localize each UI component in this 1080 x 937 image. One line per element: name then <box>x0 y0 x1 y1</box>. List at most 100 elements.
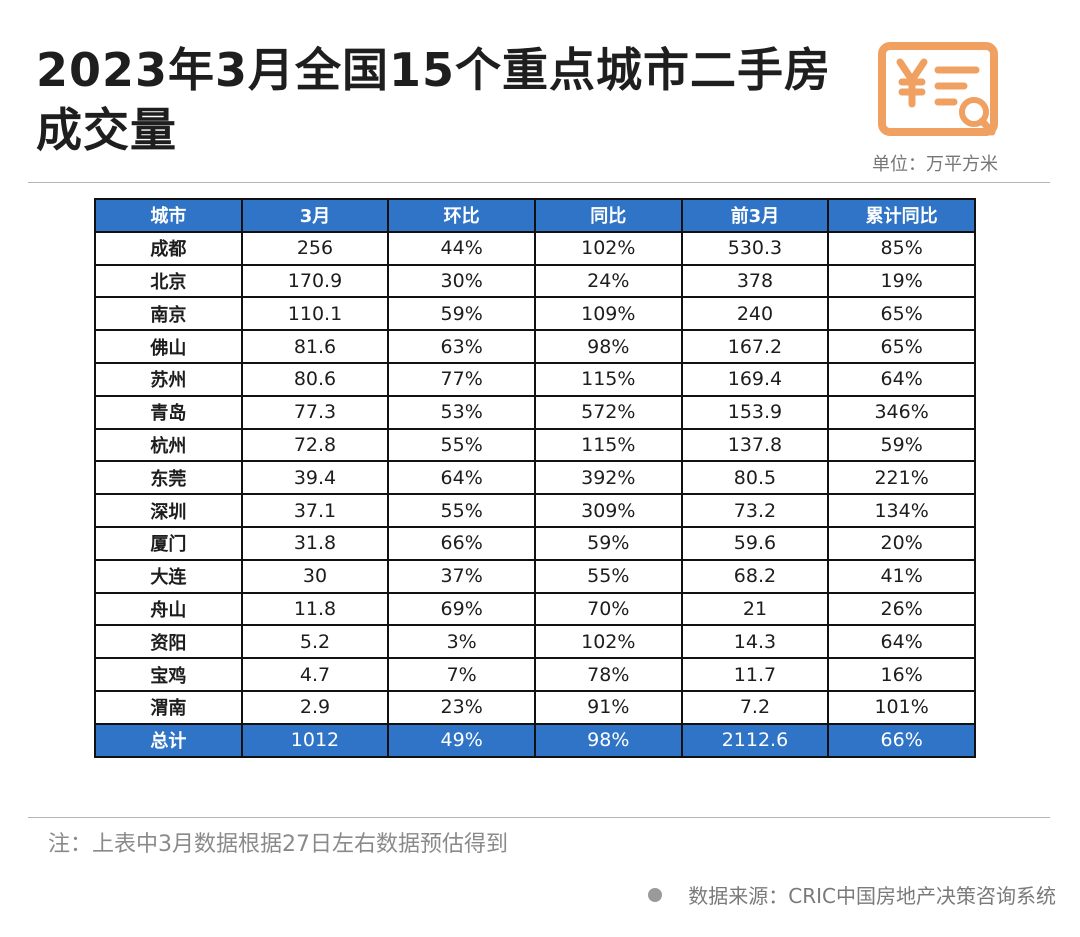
table-total-row: 总计 1012 49% 98% 2112.6 66% <box>94 722 976 758</box>
cell-mom: 44% <box>387 230 536 266</box>
table-row: 苏州 80.6 77% 115% 169.4 64% <box>94 361 976 397</box>
table-row: 宝鸡 4.7 7% 78% 11.7 16% <box>94 657 976 692</box>
cell-mom: 3% <box>387 624 536 660</box>
cell-yoy: 102% <box>533 624 683 660</box>
cell-city: 杭州 <box>94 427 243 463</box>
cell-city: 南京 <box>94 296 243 332</box>
cell-march: 72.8 <box>240 427 390 463</box>
cell-mom: 63% <box>387 329 536 364</box>
cell-q1: 7.2 <box>680 689 830 725</box>
bottom-divider <box>28 817 1050 818</box>
total-cumulative-yoy: 66% <box>827 722 976 758</box>
table-row: 厦门 31.8 66% 59% 59.6 20% <box>94 525 976 561</box>
cell-mom: 66% <box>387 525 536 561</box>
total-mom: 49% <box>387 722 536 758</box>
cell-q1: 11.7 <box>680 657 830 692</box>
cell-q1: 530.3 <box>680 230 830 266</box>
cell-yoy: 70% <box>533 591 683 627</box>
cell-mom: 77% <box>387 361 536 397</box>
table-row: 佛山 81.6 63% 98% 167.2 65% <box>94 329 976 364</box>
cell-yoy: 392% <box>533 460 683 496</box>
cell-march: 31.8 <box>240 525 390 561</box>
cell-cumulative-yoy: 346% <box>827 394 976 430</box>
header-q1: 前3月 <box>680 198 830 233</box>
cell-city: 舟山 <box>94 591 243 627</box>
cell-q1: 59.6 <box>680 525 830 561</box>
cell-mom: 30% <box>387 263 536 299</box>
cell-city: 佛山 <box>94 329 243 364</box>
source-line: 数据来源：CRIC中国房地产决策咨询系统 <box>648 880 1056 909</box>
cell-q1: 73.2 <box>680 493 830 528</box>
cell-city: 资阳 <box>94 624 243 660</box>
cell-march: 4.7 <box>240 657 390 692</box>
table-body: 成都 256 44% 102% 530.3 85% 北京 170.9 30% 24% 378 19% 南… <box>94 230 976 725</box>
header-mom: 环比 <box>387 198 536 233</box>
source-text: 数据来源：CRIC中国房地产决策咨询系统 <box>688 884 1056 908</box>
table-row: 深圳 37.1 55% 309% 73.2 134% <box>94 493 976 528</box>
table-row: 舟山 11.8 69% 70% 21 26% <box>94 591 976 627</box>
header-city: 城市 <box>94 198 243 233</box>
cell-mom: 64% <box>387 460 536 496</box>
cell-city: 成都 <box>94 230 243 266</box>
cell-mom: 55% <box>387 493 536 528</box>
table-row: 成都 256 44% 102% 530.3 85% <box>94 230 976 266</box>
cell-march: 5.2 <box>240 624 390 660</box>
header-cumulative-yoy: 累计同比 <box>827 198 976 233</box>
cell-city: 苏州 <box>94 361 243 397</box>
cell-city: 厦门 <box>94 525 243 561</box>
cell-q1: 21 <box>680 591 830 627</box>
cell-city: 青岛 <box>94 394 243 430</box>
cell-q1: 153.9 <box>680 394 830 430</box>
cell-city: 渭南 <box>94 689 243 725</box>
cell-march: 110.1 <box>240 296 390 332</box>
yuan-document-search-icon <box>878 42 998 136</box>
unit-label: 单位：万平方米 <box>872 154 998 175</box>
cell-cumulative-yoy: 65% <box>827 329 976 364</box>
table-row: 杭州 72.8 55% 115% 137.8 59% <box>94 427 976 463</box>
table-row: 渭南 2.9 23% 91% 7.2 101% <box>94 689 976 725</box>
cell-mom: 55% <box>387 427 536 463</box>
cell-q1: 240 <box>680 296 830 332</box>
cell-mom: 69% <box>387 591 536 627</box>
cell-yoy: 109% <box>533 296 683 332</box>
page-title: 2023年3月全国15个重点城市二手房成交量 <box>36 43 832 157</box>
total-label: 总计 <box>94 722 243 758</box>
cell-cumulative-yoy: 85% <box>827 230 976 266</box>
cell-march: 80.6 <box>240 361 390 397</box>
cell-cumulative-yoy: 101% <box>827 689 976 725</box>
footnote: 注：上表中3月数据根据27日左右数据预估得到 <box>48 832 508 857</box>
total-march: 1012 <box>240 722 390 758</box>
cell-march: 256 <box>240 230 390 266</box>
cell-mom: 23% <box>387 689 536 725</box>
cell-yoy: 98% <box>533 329 683 364</box>
table-row: 南京 110.1 59% 109% 240 65% <box>94 296 976 332</box>
data-table-container: 城市 3月 环比 同比 前3月 累计同比 成都 256 44% 102% 530.3 85… <box>94 198 976 758</box>
table-row: 大连 30 37% 55% 68.2 41% <box>94 558 976 594</box>
cell-yoy: 102% <box>533 230 683 266</box>
header-yoy: 同比 <box>533 198 683 233</box>
total-yoy: 98% <box>533 722 683 758</box>
cell-cumulative-yoy: 59% <box>827 427 976 463</box>
cell-cumulative-yoy: 41% <box>827 558 976 594</box>
cell-march: 30 <box>240 558 390 594</box>
cell-cumulative-yoy: 65% <box>827 296 976 332</box>
cell-q1: 169.4 <box>680 361 830 397</box>
cell-march: 11.8 <box>240 591 390 627</box>
total-q1: 2112.6 <box>680 722 830 758</box>
cell-march: 2.9 <box>240 689 390 725</box>
cell-q1: 68.2 <box>680 558 830 594</box>
cell-march: 170.9 <box>240 263 390 299</box>
cell-cumulative-yoy: 64% <box>827 624 976 660</box>
cell-cumulative-yoy: 19% <box>827 263 976 299</box>
cell-city: 东莞 <box>94 460 243 496</box>
cell-march: 81.6 <box>240 329 390 364</box>
cell-cumulative-yoy: 20% <box>827 525 976 561</box>
table-row: 北京 170.9 30% 24% 378 19% <box>94 263 976 299</box>
cell-yoy: 55% <box>533 558 683 594</box>
cell-cumulative-yoy: 16% <box>827 657 976 692</box>
cell-cumulative-yoy: 134% <box>827 493 976 528</box>
cell-march: 37.1 <box>240 493 390 528</box>
cell-mom: 59% <box>387 296 536 332</box>
bullet-dot-icon <box>648 887 663 902</box>
cell-march: 77.3 <box>240 394 390 430</box>
